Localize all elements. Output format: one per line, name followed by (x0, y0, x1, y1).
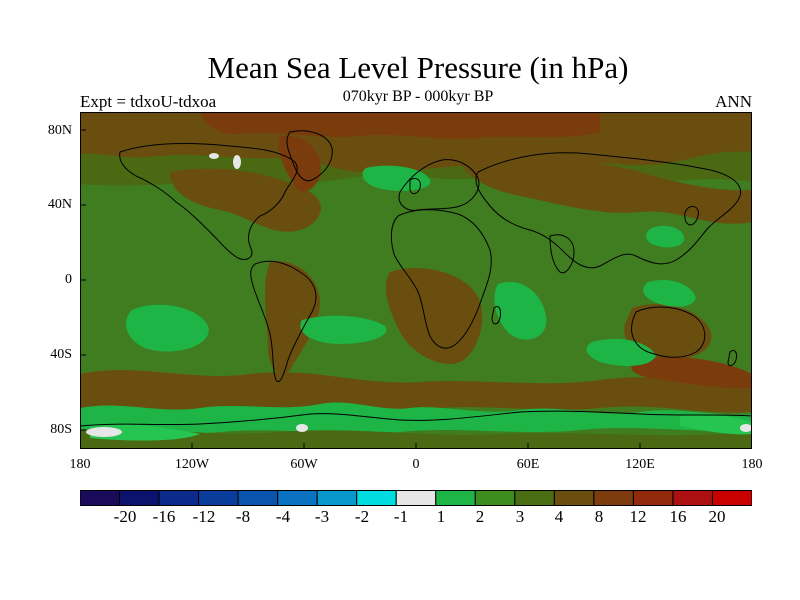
lon-tick: 0 (412, 457, 420, 472)
colorbar-label: 12 (629, 507, 647, 526)
colorbar-box (277, 490, 318, 506)
antarctic-light-2 (680, 414, 752, 435)
patch-indonesia (643, 279, 696, 307)
colorbar-label: -16 (152, 507, 176, 526)
colorbar-box (198, 490, 239, 506)
antarctic-light (90, 423, 200, 441)
colorbar (80, 490, 752, 506)
colorbar-label: 20 (708, 507, 726, 526)
colorbar-label: -20 (113, 507, 137, 526)
chart-title: Mean Sea Level Pressure (in hPa) (207, 50, 629, 85)
colorbar-label: 4 (554, 507, 564, 526)
colorbar-label: -2 (354, 507, 370, 526)
colorbar-label: 3 (515, 507, 525, 526)
lon-tick: 180 (69, 457, 91, 472)
colorbar-box (395, 490, 437, 506)
colorbar-box (553, 490, 595, 506)
africa-brown (385, 268, 483, 364)
greenland-dark (278, 135, 321, 192)
colorbar-box (316, 490, 358, 506)
na-brown (170, 168, 321, 232)
colorbar-box (711, 490, 752, 506)
lat-tick: 40N (47, 197, 72, 212)
patch-pacific-n (646, 225, 685, 248)
patch-s-atlantic (300, 315, 387, 344)
coast-north-america (119, 143, 298, 260)
coast-asia (475, 152, 741, 269)
coast-australia (631, 306, 706, 358)
colorbar-box (632, 490, 674, 506)
coast-africa (390, 209, 492, 349)
spot-antarctic-w (86, 427, 122, 437)
southern-green (80, 402, 752, 434)
colorbar-label: 1 (436, 507, 446, 526)
colorbar-box (158, 490, 200, 506)
colorbar-box (593, 490, 634, 506)
colorbar-box (474, 490, 516, 506)
colorbar-label: -12 (192, 507, 216, 526)
colorbar-label: -3 (314, 507, 330, 526)
southern-brown (80, 370, 752, 413)
season-label: ANN (715, 92, 752, 111)
arctic-dark (200, 112, 600, 139)
antarctic-olive (80, 428, 752, 449)
contour-fill (80, 112, 752, 449)
map-ticks (80, 129, 641, 449)
patch-n-atlantic (362, 165, 431, 191)
patch-s-indian (494, 281, 547, 340)
lat-tick: 0 (65, 272, 72, 287)
coast-britain (409, 177, 421, 195)
colorbar-box (119, 490, 160, 506)
lon-tick: 60W (290, 457, 318, 472)
colorbar-box (356, 490, 397, 506)
lat-tick: 80S (50, 422, 72, 437)
colorbar-label: 2 (475, 507, 485, 526)
patch-sw-pacific (125, 304, 209, 352)
colorbar-box (80, 490, 121, 506)
lat-tick: 40S (50, 347, 72, 362)
colorbar-box (514, 490, 555, 506)
colorbar-label: 8 (594, 507, 604, 526)
lat-tick: 80N (47, 123, 72, 138)
lon-tick: 120W (174, 457, 210, 472)
colorbar-box (435, 490, 476, 506)
colorbar-box (672, 490, 713, 506)
lon-tick: 180 (741, 457, 763, 472)
coast-nz (727, 349, 737, 367)
spot-hudson (233, 155, 241, 169)
spot-hudson-2 (209, 153, 219, 159)
experiment-label: Expt = tdxoU-tdxoa (80, 92, 217, 111)
colorbar-label: -1 (393, 507, 409, 526)
pressure-map (80, 112, 752, 449)
coast-europe (398, 159, 480, 211)
lon-tick: 60E (516, 457, 540, 472)
coastlines (80, 130, 752, 427)
sa-brown (264, 261, 320, 375)
colorbar-box (237, 490, 279, 506)
spot-antarctic-ee (740, 424, 752, 432)
colorbar-label: -8 (235, 507, 251, 526)
coast-antarctica (80, 410, 752, 427)
chart-subtitle: 070kyr BP - 000kyr BP (342, 88, 494, 105)
coast-india (549, 234, 575, 274)
coast-south-america (250, 260, 317, 382)
spot-antarctic-e (296, 424, 308, 432)
colorbar-label: -4 (275, 507, 291, 526)
colorbar-label: 16 (669, 507, 687, 526)
south-pacific-dark (631, 357, 752, 389)
asia-brown (460, 156, 752, 224)
coast-greenland (286, 130, 333, 182)
lon-tick: 120E (625, 457, 655, 472)
coast-japan (684, 205, 699, 226)
coast-madagascar (491, 305, 501, 325)
